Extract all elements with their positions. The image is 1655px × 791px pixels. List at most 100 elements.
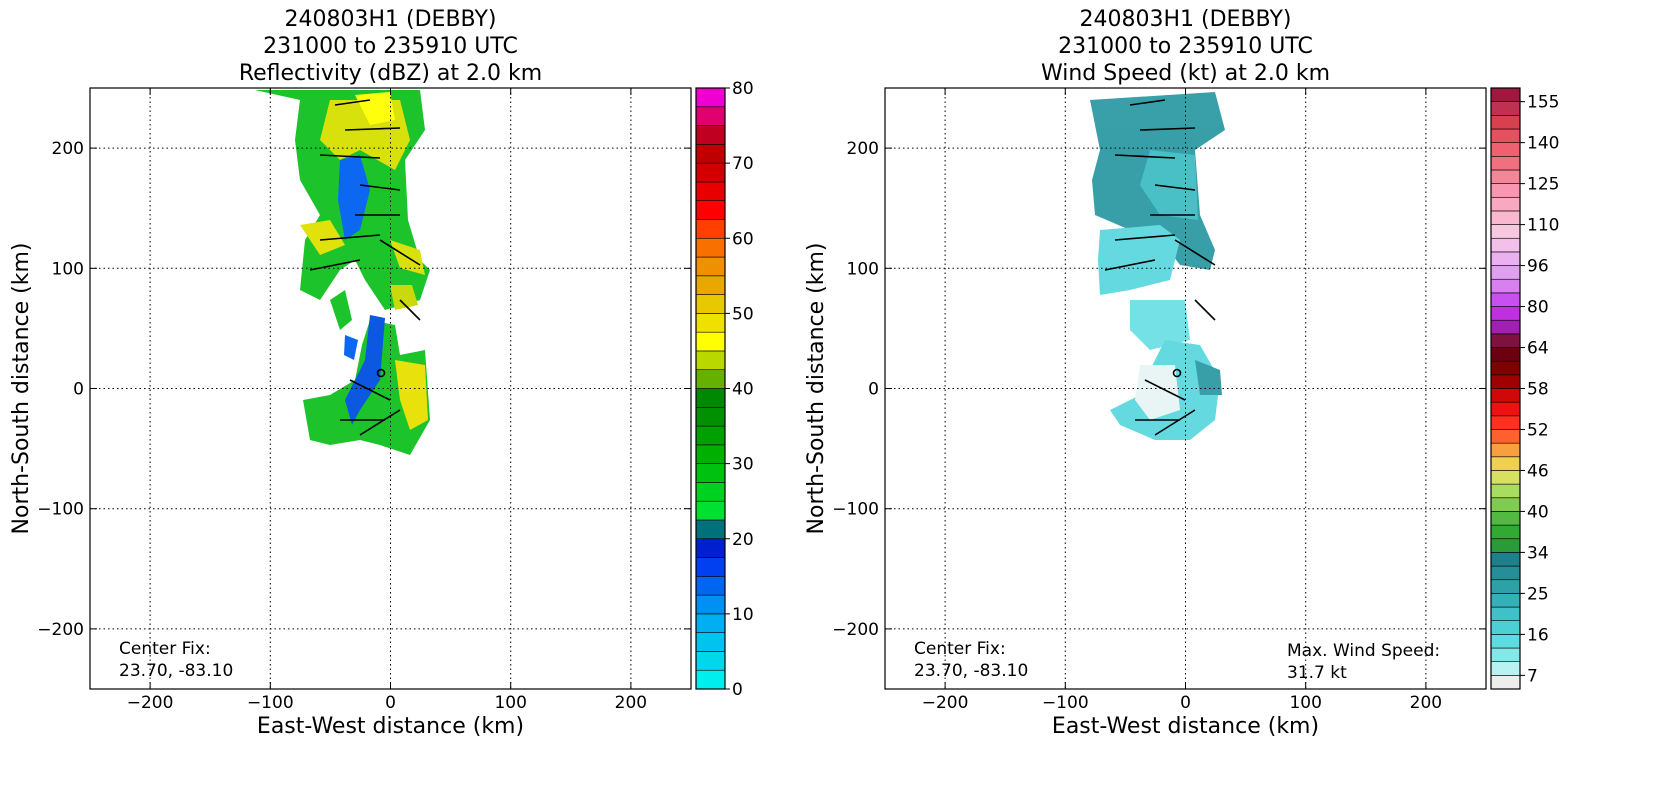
colorbar-bin: [695, 275, 726, 295]
colorbar-tick-label: 40: [1527, 502, 1549, 522]
colorbar-bin: [1490, 265, 1521, 280]
colorbar-bin: [1490, 511, 1521, 526]
colorbar-bin: [1490, 620, 1521, 635]
y-tick-label: 0: [73, 380, 84, 400]
colorbar-bin: [1490, 374, 1521, 389]
colorbar-bin: [1490, 634, 1521, 649]
colorbar-bin: [695, 162, 726, 183]
colorbar-bin: [695, 613, 726, 633]
colorbar-bin: [1490, 675, 1521, 690]
colorbar-bin: [695, 219, 726, 239]
colorbar-bin: [1490, 142, 1521, 157]
annotation: 23.70, -83.10: [119, 661, 233, 681]
colorbar-bin: [1490, 442, 1521, 458]
colorbar-bin: [695, 444, 726, 464]
field-label: Reflectivity (dBZ) at 2.0 km: [239, 61, 542, 86]
colorbar-tick-label: 80: [1527, 298, 1549, 318]
chart-subtitle: 231000 to 235910 UTC: [263, 34, 518, 59]
colorbar-tick-label: 25: [1527, 584, 1549, 604]
colorbar-tick-label: 16: [1527, 625, 1549, 645]
colorbar-bin: [695, 87, 726, 108]
annotation: 31.7 kt: [1287, 663, 1347, 683]
colorbar-bin: [695, 632, 726, 652]
colorbar-tick-label: 30: [732, 455, 754, 475]
colorbar-bin: [695, 200, 726, 220]
colorbar-tick-label: 80: [732, 79, 754, 99]
colorbar-bin: [1490, 237, 1521, 253]
colorbar-tick-label: 34: [1527, 543, 1549, 563]
plot-frame: [89, 87, 692, 690]
colorbar-bin: [1490, 360, 1521, 376]
colorbar-bin: [695, 651, 726, 671]
y-tick-label: 100: [847, 259, 879, 279]
x-tick-label: −100: [1042, 693, 1089, 713]
annotation: Center Fix:: [914, 639, 1006, 659]
colorbar-bin: [1490, 210, 1521, 225]
colorbar-bin: [695, 350, 726, 371]
colorbar-bin: [1490, 661, 1521, 676]
colorbar-bin: [1490, 115, 1521, 130]
colorbar-tick-label: 0: [732, 680, 743, 700]
colorbar-bin: [1490, 278, 1521, 294]
chart-title: 240803H1 (DEBBY): [285, 7, 497, 32]
colorbar-tick-label: 125: [1527, 175, 1559, 195]
colorbar-tick-label: 10: [732, 605, 754, 625]
colorbar-bin: [695, 669, 726, 690]
colorbar-bin: [1490, 647, 1521, 662]
y-tick-label: 200: [52, 139, 84, 159]
colorbar-bin: [1490, 101, 1521, 116]
colorbar-bin: [1490, 196, 1521, 212]
colorbar-bin: [695, 388, 726, 408]
colorbar-bin: [695, 557, 726, 577]
colorbar-tick-label: 140: [1527, 134, 1559, 154]
y-tick-label: −200: [37, 620, 84, 640]
colorbar-bin: [695, 482, 726, 502]
y-tick-label: 0: [868, 380, 879, 400]
colorbar-bin: [695, 369, 726, 389]
y-axis-label: North-South distance (km): [9, 243, 34, 535]
y-tick-label: 200: [847, 139, 879, 159]
colorbar-bin: [695, 106, 726, 126]
chart-subtitle: 231000 to 235910 UTC: [1058, 34, 1313, 59]
colorbar-bin: [1490, 224, 1521, 239]
wind-speed-field: [1090, 92, 1225, 440]
colorbar-bin: [695, 313, 726, 333]
colorbar-bin: [1490, 470, 1521, 485]
y-tick-label: 100: [52, 259, 84, 279]
colorbar-tick-label: 155: [1527, 93, 1559, 113]
colorbar-bin: [695, 519, 726, 540]
annotation: 23.70, -83.10: [914, 661, 1028, 681]
wind-barbs: [309, 99, 1216, 436]
colorbar-bin: [1490, 579, 1521, 594]
colorbar-tick-label: 40: [732, 380, 754, 400]
y-tick-label: −200: [832, 620, 879, 640]
colorbar-bin: [1490, 388, 1521, 403]
colorbar-bin: [1490, 183, 1521, 198]
x-tick-label: −200: [922, 693, 969, 713]
colorbar-bin: [695, 594, 726, 615]
colorbar-bin: [1490, 169, 1521, 184]
colorbar-bin: [1490, 497, 1521, 512]
field-label: Wind Speed (kt) at 2.0 km: [1041, 61, 1330, 86]
y-tick-label: −100: [37, 500, 84, 520]
colorbar-bin: [1490, 347, 1521, 362]
colorbar-bin: [1490, 565, 1521, 581]
chart-title: 240803H1 (DEBBY): [1080, 7, 1292, 32]
colorbar-bin: [1490, 251, 1521, 266]
x-axis-label: East-West distance (km): [1052, 714, 1319, 739]
x-tick-label: 200: [615, 693, 647, 713]
colorbar-tick-label: 70: [732, 154, 754, 174]
x-tick-label: −100: [247, 693, 294, 713]
plot-frame: [884, 87, 1487, 690]
colorbar-bin: [1490, 306, 1521, 321]
colorbar-bin: [695, 463, 726, 483]
colorbar-tick-label: 64: [1527, 339, 1549, 359]
colorbar-bin: [1490, 606, 1521, 622]
colorbar-tick-label: 60: [732, 229, 754, 249]
colorbar-bin: [1490, 292, 1521, 307]
colorbar-bin: [695, 576, 726, 596]
colorbar-bin: [695, 181, 726, 201]
colorbar-bin: [695, 406, 726, 427]
x-axis-label: East-West distance (km): [257, 714, 524, 739]
